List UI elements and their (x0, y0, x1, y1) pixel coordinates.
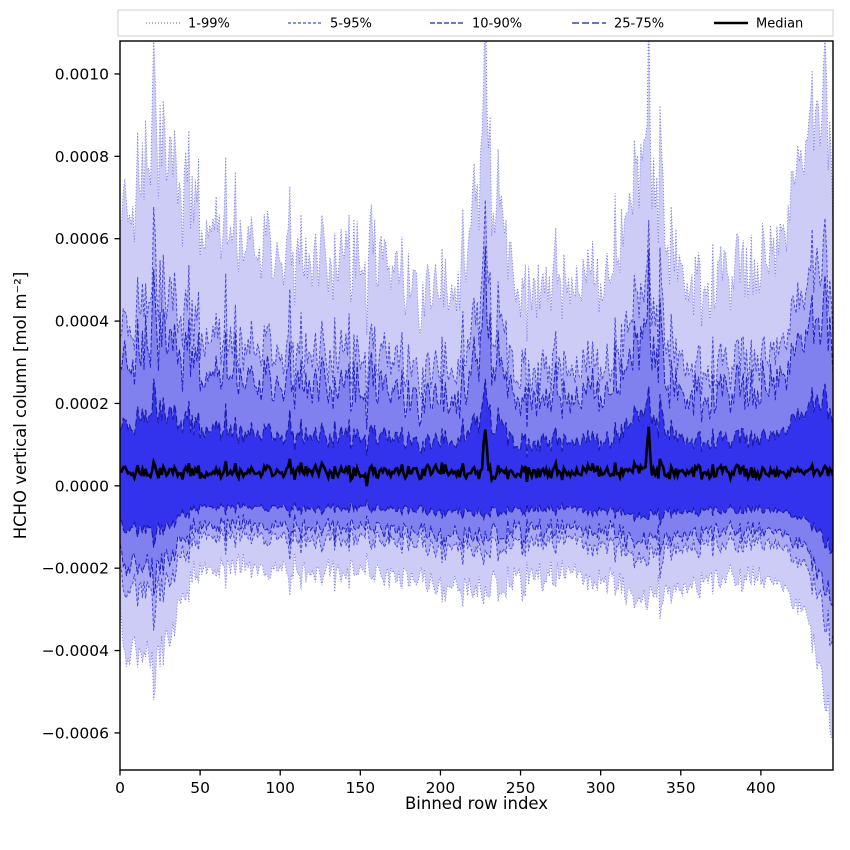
y-tick-label: 0.0000 (55, 477, 109, 495)
chart-legend: 1-99% 5-95% 10-90% 25-75% Median (117, 9, 834, 37)
legend-label-25to75[interactable]: 25-75% (614, 17, 664, 32)
y-tick-label: −0.0002 (42, 560, 109, 578)
x-tick-label: 150 (346, 779, 376, 797)
legend-label-10to90[interactable]: 10-90% (472, 17, 522, 32)
x-tick-label: 200 (426, 779, 456, 797)
band-edge-p05 (120, 520, 833, 646)
band-edge-p75 (120, 378, 833, 458)
axis-ticks: 0 50 100 150 200 250 300 350 400 −0.0006 −0.0004 −0… (42, 65, 776, 797)
band-edge-p99 (120, 41, 833, 342)
legend-label-1to99[interactable]: 1-99% (188, 17, 230, 32)
band-edge-p10 (120, 514, 833, 606)
x-axis-title: Binned row index (405, 794, 548, 813)
y-tick-label: 0.0008 (55, 148, 109, 166)
median-line (120, 426, 833, 487)
x-tick-label: 0 (115, 779, 125, 797)
band-edge-p90 (120, 246, 833, 430)
legend-label-5to95[interactable]: 5-95% (330, 17, 372, 32)
band-edge-p25 (120, 499, 833, 555)
y-axis-title: HCHO vertical column [mol m⁻²] (11, 272, 30, 540)
x-tick-label: 50 (190, 779, 210, 797)
x-tick-label: 100 (265, 779, 295, 797)
y-tick-label: −0.0004 (42, 642, 109, 660)
legend-label-Median[interactable]: Median (756, 17, 803, 32)
median-series-line (120, 426, 833, 487)
percentile-bands (120, 41, 833, 739)
y-tick-label: 0.0002 (55, 395, 109, 413)
axes-frame (119, 40, 834, 771)
x-tick-label: 300 (586, 779, 616, 797)
x-tick-label: 350 (666, 779, 696, 797)
band-edge-p95 (120, 199, 833, 410)
x-tick-label: 250 (506, 779, 536, 797)
x-tick-label: 400 (746, 779, 776, 797)
y-tick-label: −0.0006 (42, 724, 109, 742)
y-tick-label: 0.0006 (55, 230, 109, 248)
y-tick-label: 0.0004 (55, 313, 109, 331)
y-tick-label: 0.0010 (55, 65, 109, 83)
legend-frame (117, 9, 834, 37)
